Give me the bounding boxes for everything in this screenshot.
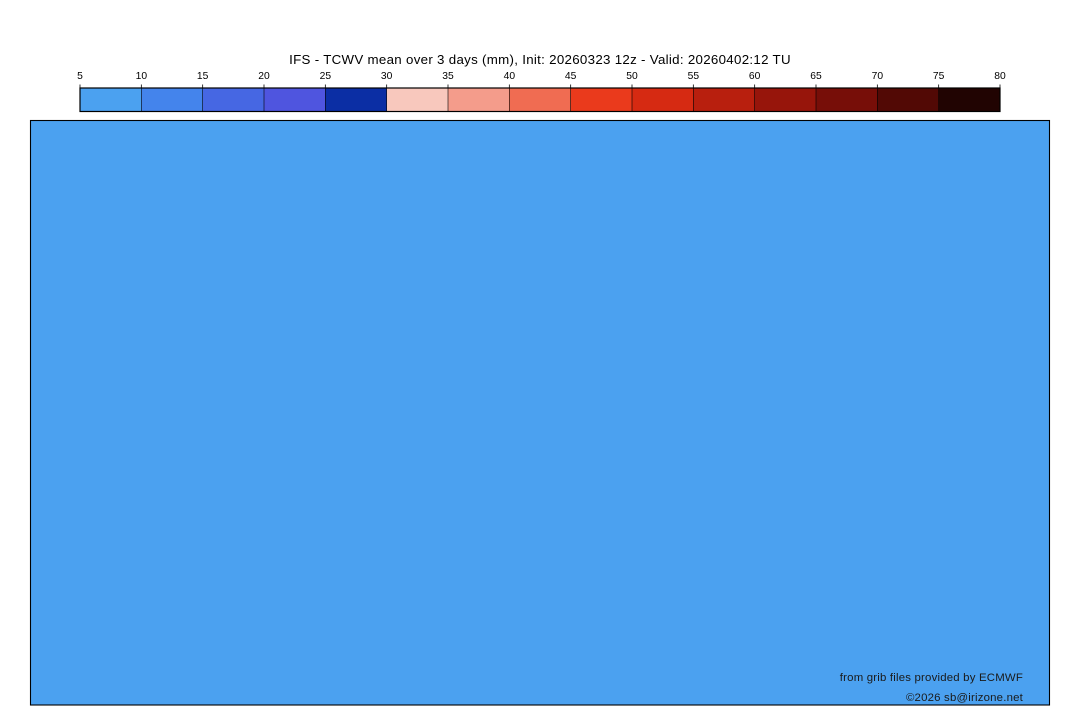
- svg-text:40: 40: [504, 71, 516, 82]
- svg-text:60: 60: [749, 71, 761, 82]
- svg-text:20: 20: [258, 71, 270, 82]
- svg-text:55: 55: [688, 71, 700, 82]
- svg-text:35: 35: [442, 71, 454, 82]
- svg-text:50: 50: [626, 71, 638, 82]
- svg-text:65: 65: [810, 71, 822, 82]
- svg-text:15: 15: [197, 71, 209, 82]
- svg-text:IFS - TCWV mean over 3 days (m: IFS - TCWV mean over 3 days (mm), Init: …: [289, 52, 791, 67]
- svg-text:30: 30: [381, 71, 393, 82]
- svg-text:from grib files provided by EC: from grib files provided by ECMWF: [840, 672, 1023, 684]
- svg-text:45: 45: [565, 71, 577, 82]
- svg-text:70: 70: [872, 71, 884, 82]
- svg-text:25: 25: [320, 71, 332, 82]
- svg-text:80: 80: [994, 71, 1006, 82]
- svg-text:10: 10: [136, 71, 148, 82]
- svg-text:75: 75: [933, 71, 945, 82]
- svg-text:5: 5: [77, 71, 83, 82]
- svg-text:©2026 sb@irizone.net: ©2026 sb@irizone.net: [906, 692, 1024, 704]
